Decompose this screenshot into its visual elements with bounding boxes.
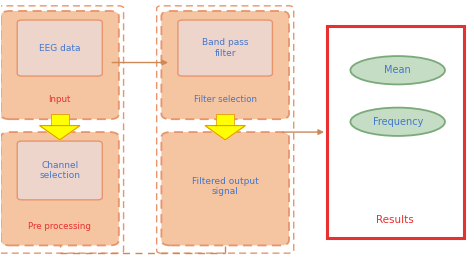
FancyBboxPatch shape bbox=[0, 132, 119, 246]
FancyBboxPatch shape bbox=[17, 20, 102, 76]
Text: Pre processing: Pre processing bbox=[28, 222, 91, 231]
Text: Mean: Mean bbox=[384, 65, 411, 75]
FancyBboxPatch shape bbox=[161, 132, 289, 246]
FancyBboxPatch shape bbox=[216, 114, 234, 126]
Text: Results: Results bbox=[376, 215, 414, 225]
FancyBboxPatch shape bbox=[0, 11, 119, 119]
FancyBboxPatch shape bbox=[51, 114, 69, 126]
Ellipse shape bbox=[350, 107, 445, 136]
FancyBboxPatch shape bbox=[327, 26, 464, 238]
Text: EEG data: EEG data bbox=[39, 44, 81, 53]
Polygon shape bbox=[40, 126, 80, 140]
FancyBboxPatch shape bbox=[17, 141, 102, 200]
Text: Band pass
filter: Band pass filter bbox=[202, 38, 248, 58]
FancyBboxPatch shape bbox=[178, 20, 273, 76]
Polygon shape bbox=[205, 126, 245, 140]
Text: Frequency: Frequency bbox=[373, 117, 423, 127]
Ellipse shape bbox=[350, 56, 445, 84]
Text: Channel
selection: Channel selection bbox=[39, 161, 80, 180]
Text: Input: Input bbox=[48, 95, 71, 104]
FancyBboxPatch shape bbox=[161, 11, 289, 119]
Text: Filter selection: Filter selection bbox=[194, 95, 257, 104]
Text: Filtered output
signal: Filtered output signal bbox=[192, 177, 258, 196]
